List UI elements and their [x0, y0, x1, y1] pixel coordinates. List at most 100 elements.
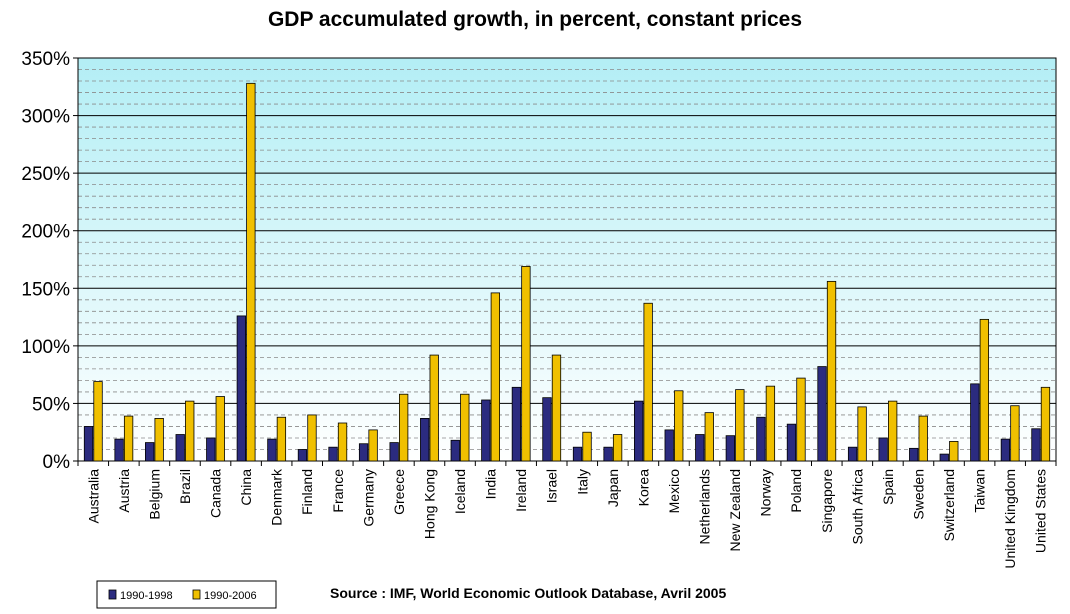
bar-1990-2006-singapore	[826, 280, 837, 462]
bar-1990-1998-netherlands	[695, 434, 705, 462]
bar-1990-2006-germany	[368, 429, 378, 462]
x-tick-label: Ireland	[513, 469, 529, 512]
x-tick-label: Korea	[635, 469, 651, 507]
bar-1990-1998-canada	[206, 437, 216, 462]
bar-1990-1998-mexico	[664, 429, 674, 462]
bar-1990-2006-belgium	[154, 417, 164, 462]
bar-1990-1998-united-states	[1031, 428, 1041, 462]
bar-1990-2006-australia	[93, 381, 103, 462]
bar-1990-2006-ireland	[521, 266, 531, 462]
bar-1990-2006-switzerland	[949, 441, 959, 462]
bar-1990-2006-china	[246, 82, 256, 462]
x-tick-label: Italy	[574, 469, 590, 495]
bar-1990-1998-new-zealand	[725, 435, 735, 462]
legend-label: 1990-2006	[204, 590, 257, 602]
x-tick-label: Belgium	[146, 469, 162, 520]
y-tick-label: 0%	[43, 452, 71, 473]
bar-1990-2006-iceland	[460, 393, 470, 462]
bar-1990-2006-poland	[796, 377, 806, 462]
bar-1990-2006-brazil	[185, 400, 195, 462]
bar-1990-1998-australia	[83, 426, 94, 462]
bar-1990-1998-hong-kong	[420, 417, 430, 462]
x-tick-label: Israel	[544, 469, 560, 503]
bar-1990-2006-new-zealand	[735, 389, 745, 462]
bar-1990-2006-united-kingdom	[1010, 405, 1020, 462]
x-tick-label: Australia	[85, 469, 101, 524]
bar-1990-1998-taiwan	[970, 383, 980, 462]
bar-1990-2006-italy	[582, 431, 592, 462]
bar-1990-2006-korea	[643, 302, 653, 462]
bar-1990-2006-israel	[551, 354, 562, 462]
x-tick-label: South Africa	[849, 469, 865, 545]
bar-1990-1998-austria	[114, 438, 124, 462]
bar-1990-2006-norway	[765, 385, 776, 462]
x-tick-label: Singapore	[819, 469, 835, 533]
y-tick-label: 100%	[21, 337, 70, 358]
bar-1990-1998-belgium	[145, 442, 155, 462]
bar-1990-2006-canada	[215, 396, 225, 462]
x-tick-label: China	[238, 469, 254, 506]
y-tick-label: 50%	[32, 394, 70, 415]
bar-1990-1998-france	[328, 446, 338, 462]
x-tick-label: Sweden	[910, 469, 926, 520]
x-tick-label: United Kingdom	[1002, 469, 1018, 569]
bar-1990-1998-korea	[634, 400, 644, 462]
x-tick-label: Finland	[299, 469, 315, 515]
bar-1990-2006-mexico	[674, 390, 684, 462]
x-tick-label: Taiwan	[972, 469, 988, 513]
x-tick-label: Spain	[880, 469, 896, 505]
y-tick-label: 250%	[21, 164, 70, 185]
bar-1990-1998-china	[236, 315, 246, 462]
x-tick-label: Denmark	[269, 468, 285, 526]
bar-1990-2006-greece	[399, 393, 409, 462]
bar-1990-2006-japan	[612, 434, 623, 462]
bar-1990-1998-ireland	[511, 386, 522, 462]
bar-1990-2006-netherlands	[704, 412, 714, 462]
legend-swatch-1990-1998	[108, 589, 117, 600]
y-tick-label: 150%	[21, 279, 70, 300]
x-tick-label: Austria	[116, 469, 132, 513]
y-tick-label: 200%	[21, 222, 70, 243]
x-tick-label: Iceland	[452, 469, 468, 514]
source-note: Source : IMF, World Economic Outlook Dat…	[330, 585, 727, 601]
bar-1990-1998-iceland	[450, 439, 460, 462]
bar-1990-1998-italy	[572, 446, 583, 462]
bar-1990-2006-india	[490, 292, 500, 462]
bar-1990-1998-india	[481, 399, 491, 462]
bar-1990-1998-germany	[358, 443, 369, 462]
bar-1990-1998-japan	[603, 446, 613, 462]
bar-1990-1998-south-africa	[847, 446, 858, 462]
x-tick-label: Norway	[758, 469, 774, 516]
bar-1990-1998-singapore	[817, 366, 827, 462]
x-tick-label: Netherlands	[697, 469, 713, 545]
bar-1990-2006-france	[337, 422, 348, 462]
bar-1990-1998-norway	[756, 416, 766, 462]
bar-1990-1998-sweden	[909, 447, 919, 462]
bar-1990-1998-brazil	[175, 434, 185, 462]
bar-1990-1998-poland	[786, 423, 797, 462]
x-tick-label: New Zealand	[727, 469, 743, 552]
x-tick-label: Greece	[391, 469, 407, 515]
bar-1990-2006-south-africa	[857, 406, 867, 462]
y-tick-label: 350%	[21, 49, 70, 70]
x-tick-label: Hong Kong	[421, 469, 437, 539]
x-tick-label: Japan	[605, 469, 621, 507]
bar-1990-2006-sweden	[918, 415, 928, 462]
bar-1990-1998-spain	[878, 437, 888, 462]
bar-1990-1998-switzerland	[939, 453, 949, 462]
x-tick-label: Switzerland	[941, 469, 957, 541]
bar-1990-1998-united-kingdom	[1000, 438, 1011, 462]
y-tick-label: 300%	[21, 107, 70, 128]
bar-1990-1998-israel	[542, 397, 552, 462]
bar-1990-2006-denmark	[276, 416, 287, 462]
bar-1990-1998-greece	[389, 442, 399, 462]
x-tick-label: United States	[1033, 469, 1049, 553]
bar-1990-1998-finland	[297, 449, 308, 462]
x-tick-label: Brazil	[177, 469, 193, 504]
bar-1990-2006-hong-kong	[429, 354, 439, 462]
bar-1990-2006-taiwan	[979, 318, 989, 462]
x-tick-label: India	[483, 469, 499, 500]
legend-swatch-1990-2006	[192, 589, 201, 600]
